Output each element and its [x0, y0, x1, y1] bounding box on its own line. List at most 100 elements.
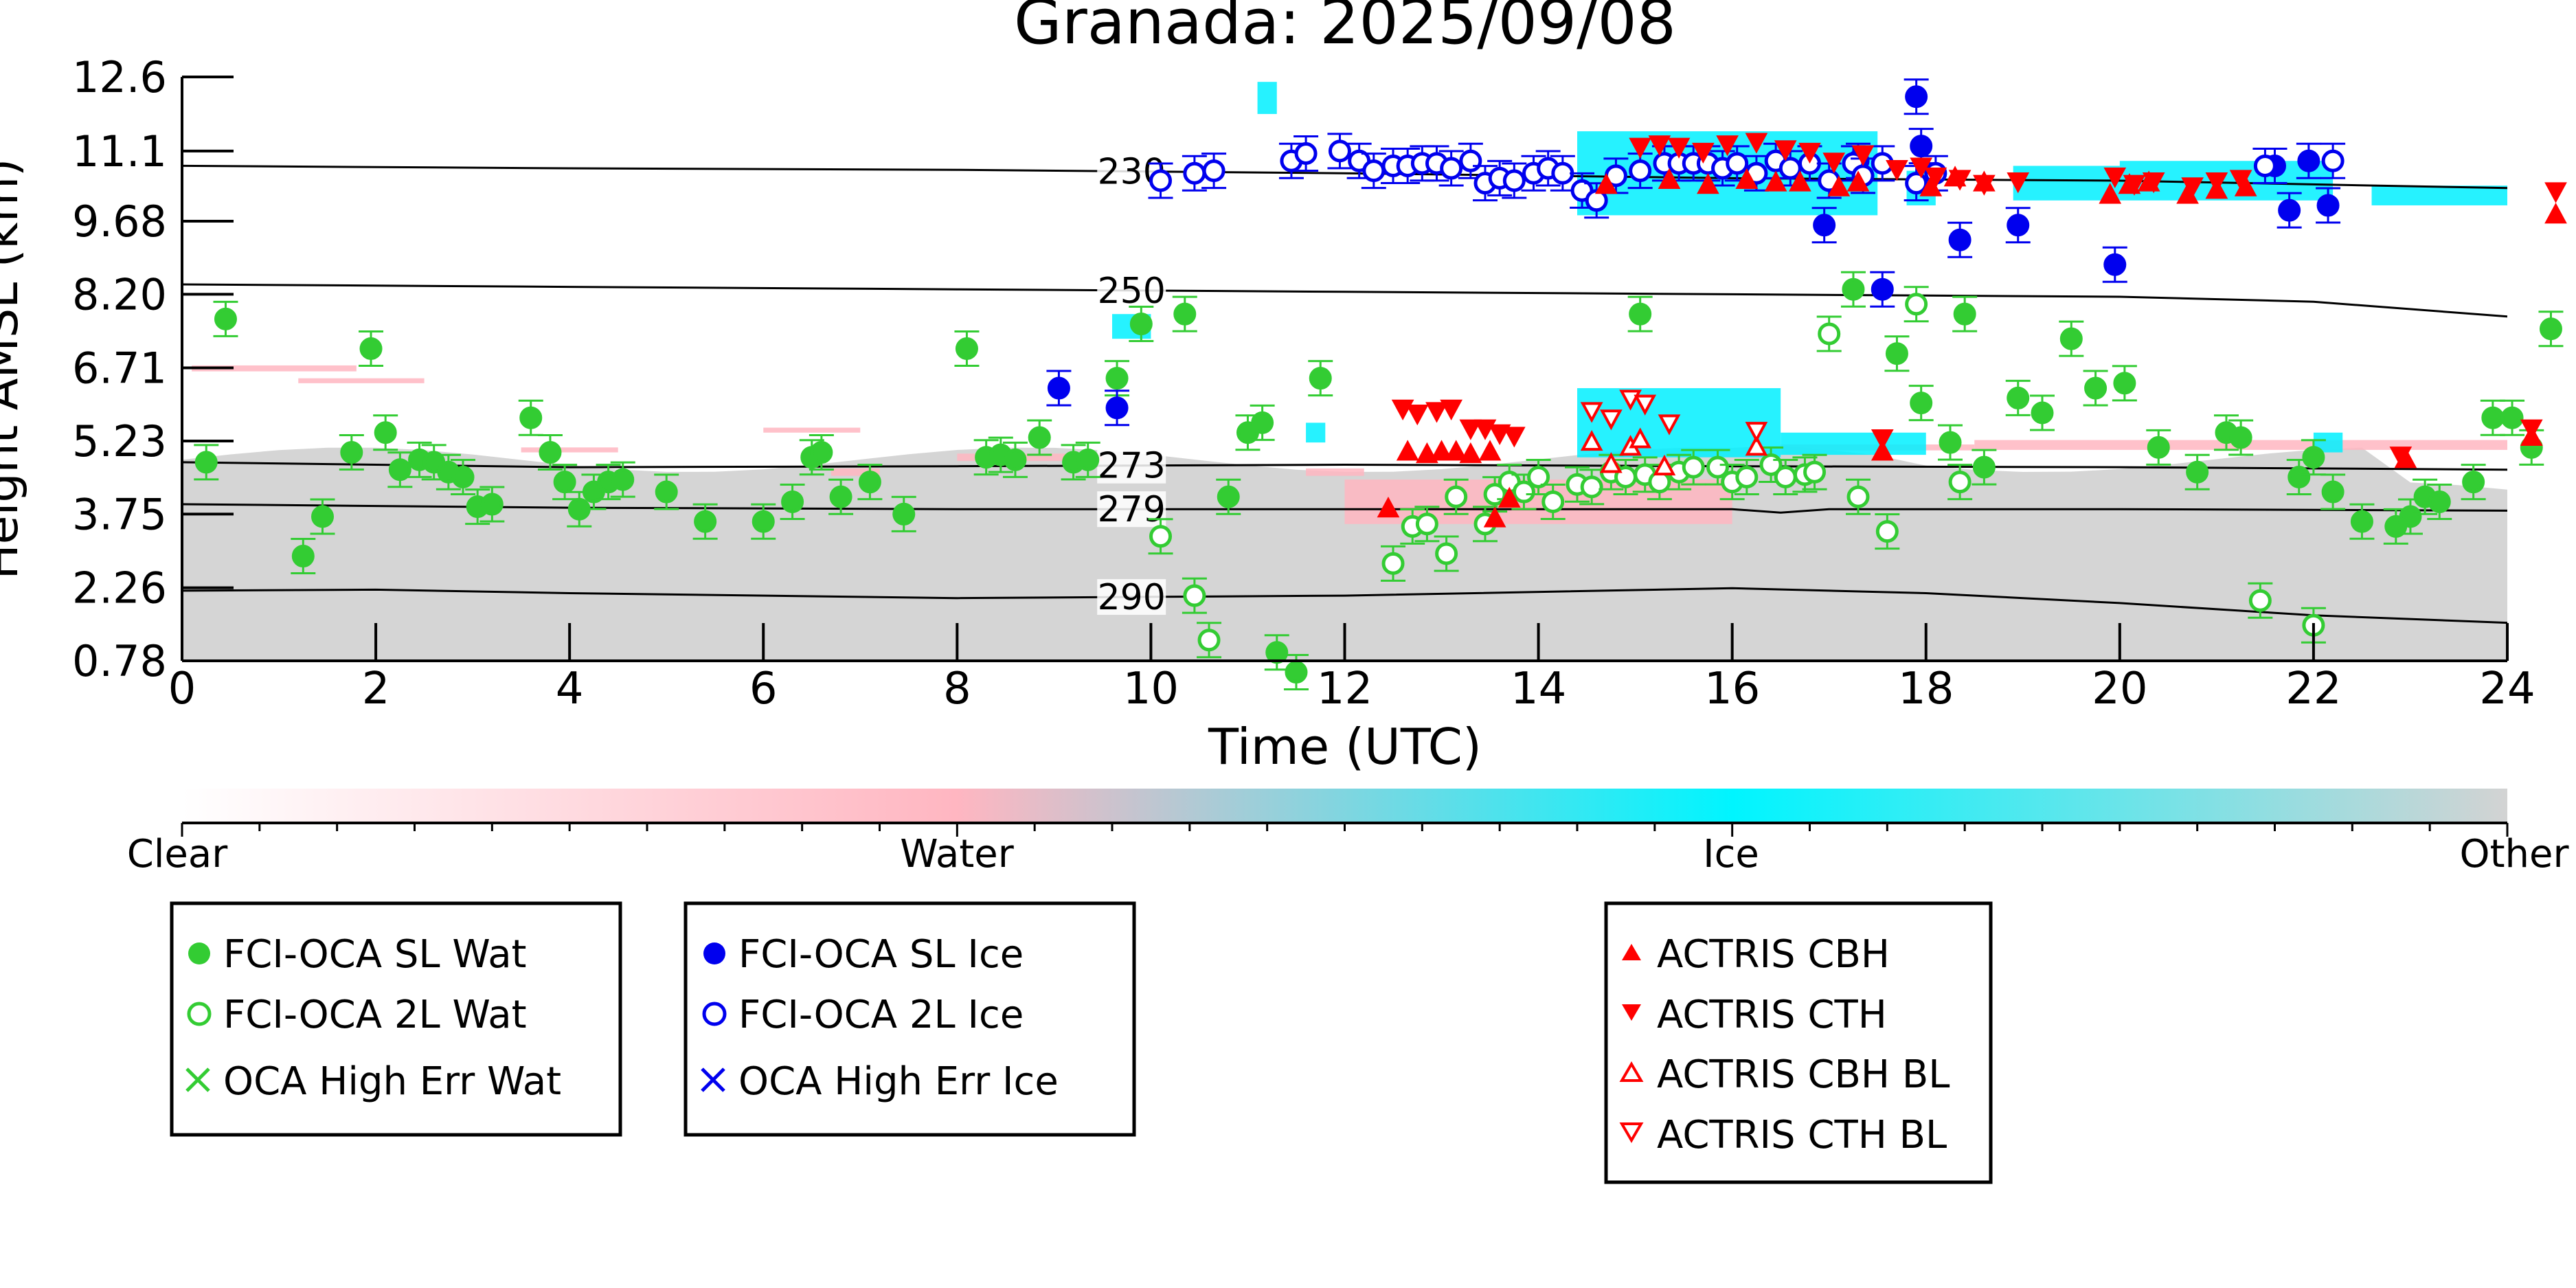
legend-marker-higherr-wat [185, 1067, 210, 1092]
x-tick-label: 0 [168, 664, 196, 714]
point-fci-oca-sl-wat [1309, 367, 1332, 390]
colorbar-label-water: Water [900, 832, 1015, 877]
point-actris-cbh [1498, 486, 1521, 508]
point-actris-cth-bl [1634, 394, 1657, 416]
y-axis-ticks: 12.6 11.1 9.68 8.20 6.71 5.23 3.75 2.26 0.78 [72, 52, 234, 686]
isotherm-line [182, 461, 2507, 471]
point-fci-oca-sl-wat [388, 458, 411, 482]
point-actris-cbh [1459, 442, 1482, 464]
point-actris-cth-bl [1580, 402, 1603, 423]
legend-marker-sl-wat [188, 942, 210, 964]
bg-ice-region [2013, 166, 2120, 201]
legend-marker-2l-wat [187, 1002, 212, 1026]
point-actris-cth [1405, 405, 1429, 426]
legend-label-sl-wat: FCI-OCA SL Wat [223, 932, 527, 977]
point-fci-oca-sl-wat [752, 510, 775, 533]
point-fci-oca-2l-ice [1202, 159, 1225, 183]
legend-label-2l-ice: FCI-OCA 2L Ice [738, 993, 1024, 1037]
point-fci-oca-sl-wat [340, 441, 363, 464]
legend-marker-cth [1622, 1004, 1641, 1021]
point-fci-oca-sl-wat [2321, 480, 2345, 504]
point-fci-oca-sl-ice [1948, 228, 1971, 251]
data-points [194, 78, 2567, 691]
point-fci-oca-2l-ice [1149, 169, 1173, 192]
point-fci-oca-sl-wat [194, 451, 218, 474]
point-fci-oca-sl-wat [374, 421, 397, 444]
point-actris-cbh-bl [1580, 429, 1603, 451]
point-fci-oca-2l-wat [1435, 542, 1458, 565]
point-actris-cbh-bl [1653, 454, 1676, 476]
x-tick-label: 10 [1123, 664, 1179, 714]
point-fci-oca-sl-wat [655, 480, 678, 504]
point-actris-cbh [1416, 442, 1438, 464]
point-fci-oca-sl-wat [2350, 510, 2373, 533]
x-axis-ticks: 0 2 4 6 8 10 12 14 16 18 20 22 24 [168, 623, 2535, 714]
point-actris-cbh [1789, 170, 1811, 192]
point-actris-cth [2123, 174, 2146, 196]
legend-label-sl-ice: FCI-OCA SL Ice [738, 932, 1024, 977]
point-actris-cth [1502, 427, 1526, 448]
y-tick-label: 8.20 [72, 269, 167, 319]
point-fci-oca-sl-ice [1047, 376, 1070, 400]
legend-ice-box [683, 901, 1136, 1137]
x-tick-label: 22 [2285, 664, 2341, 714]
isotherm-label: 290 [1098, 577, 1166, 618]
point-fci-oca-sl-wat [2462, 471, 2485, 494]
point-fci-oca-sl-wat [611, 468, 635, 491]
point-actris-cth [1488, 424, 1511, 445]
point-fci-oca-2l-ice [1328, 139, 1351, 163]
colorbar-ticks [181, 823, 2509, 837]
y-tick-label: 2.26 [72, 563, 167, 613]
point-fci-oca-sl-wat [1885, 342, 1908, 365]
point-actris-cth [1871, 429, 1894, 451]
point-fci-oca-sl-wat [1105, 367, 1129, 390]
point-fci-oca-sl-wat [311, 505, 335, 528]
point-fci-oca-sl-ice [2316, 194, 2340, 217]
point-actris-cbh [1871, 440, 1894, 461]
bg-water-streak [521, 447, 618, 453]
point-fci-oca-sl-wat [1129, 313, 1153, 336]
point-fci-oca-sl-wat [1076, 448, 1100, 471]
legend-water: FCI-OCA SL Wat FCI-OCA 2L Wat OCA High E… [170, 901, 622, 1137]
bg-water-streak [298, 378, 425, 383]
point-fci-oca-sl-wat [829, 485, 852, 508]
point-actris-cth [2142, 172, 2165, 194]
point-fci-oca-sl-wat [892, 502, 916, 526]
point-actris-cbh [1735, 168, 1759, 190]
point-fci-oca-2l-wat [1905, 293, 1928, 316]
point-actris-cth [1440, 399, 1463, 421]
bg-ice-region [1306, 422, 1326, 443]
point-fci-oca-sl-ice [2007, 214, 2030, 237]
point-fci-oca-2l-ice [1585, 189, 1608, 212]
point-actris-cbh-bl [1600, 452, 1623, 473]
point-fci-oca-2l-wat [1580, 475, 1603, 499]
bg-ice-region [1257, 82, 1277, 114]
point-fci-oca-sl-wat [2084, 376, 2108, 400]
legend-label-cth-bl: ACTRIS CTH BL [1657, 1113, 1947, 1157]
point-fci-oca-2l-ice [1440, 157, 1463, 180]
point-fci-oca-sl-wat [2059, 327, 2083, 350]
point-fci-oca-sl-wat [810, 441, 833, 464]
point-fci-oca-sl-ice [2103, 253, 2127, 276]
point-fci-oca-sl-wat [2428, 490, 2451, 513]
point-fci-oca-2l-ice [2253, 154, 2276, 177]
point-fci-oca-sl-wat [1028, 426, 1051, 449]
bg-water-streak [831, 468, 880, 476]
point-fci-oca-2l-wat [1818, 322, 1841, 346]
x-tick-label: 18 [1898, 664, 1954, 714]
x-tick-label: 20 [2092, 664, 2147, 714]
point-fci-oca-2l-ice [1629, 159, 1652, 183]
legend-label-cbh-bl: ACTRIS CBH BL [1657, 1052, 1950, 1097]
point-fci-oca-2l-wat [1846, 485, 1870, 508]
point-fci-oca-2l-wat [1149, 525, 1173, 548]
point-actris-cbh [1445, 440, 1468, 461]
point-fci-oca-sl-wat [1842, 278, 1865, 301]
point-fci-oca-sl-wat [291, 545, 315, 568]
y-tick-label: 6.71 [72, 343, 167, 394]
point-fci-oca-2l-wat [1541, 490, 1565, 513]
point-actris-cth-bl [1600, 409, 1623, 431]
legend-label-higherr-ice: OCA High Err Ice [738, 1059, 1059, 1104]
